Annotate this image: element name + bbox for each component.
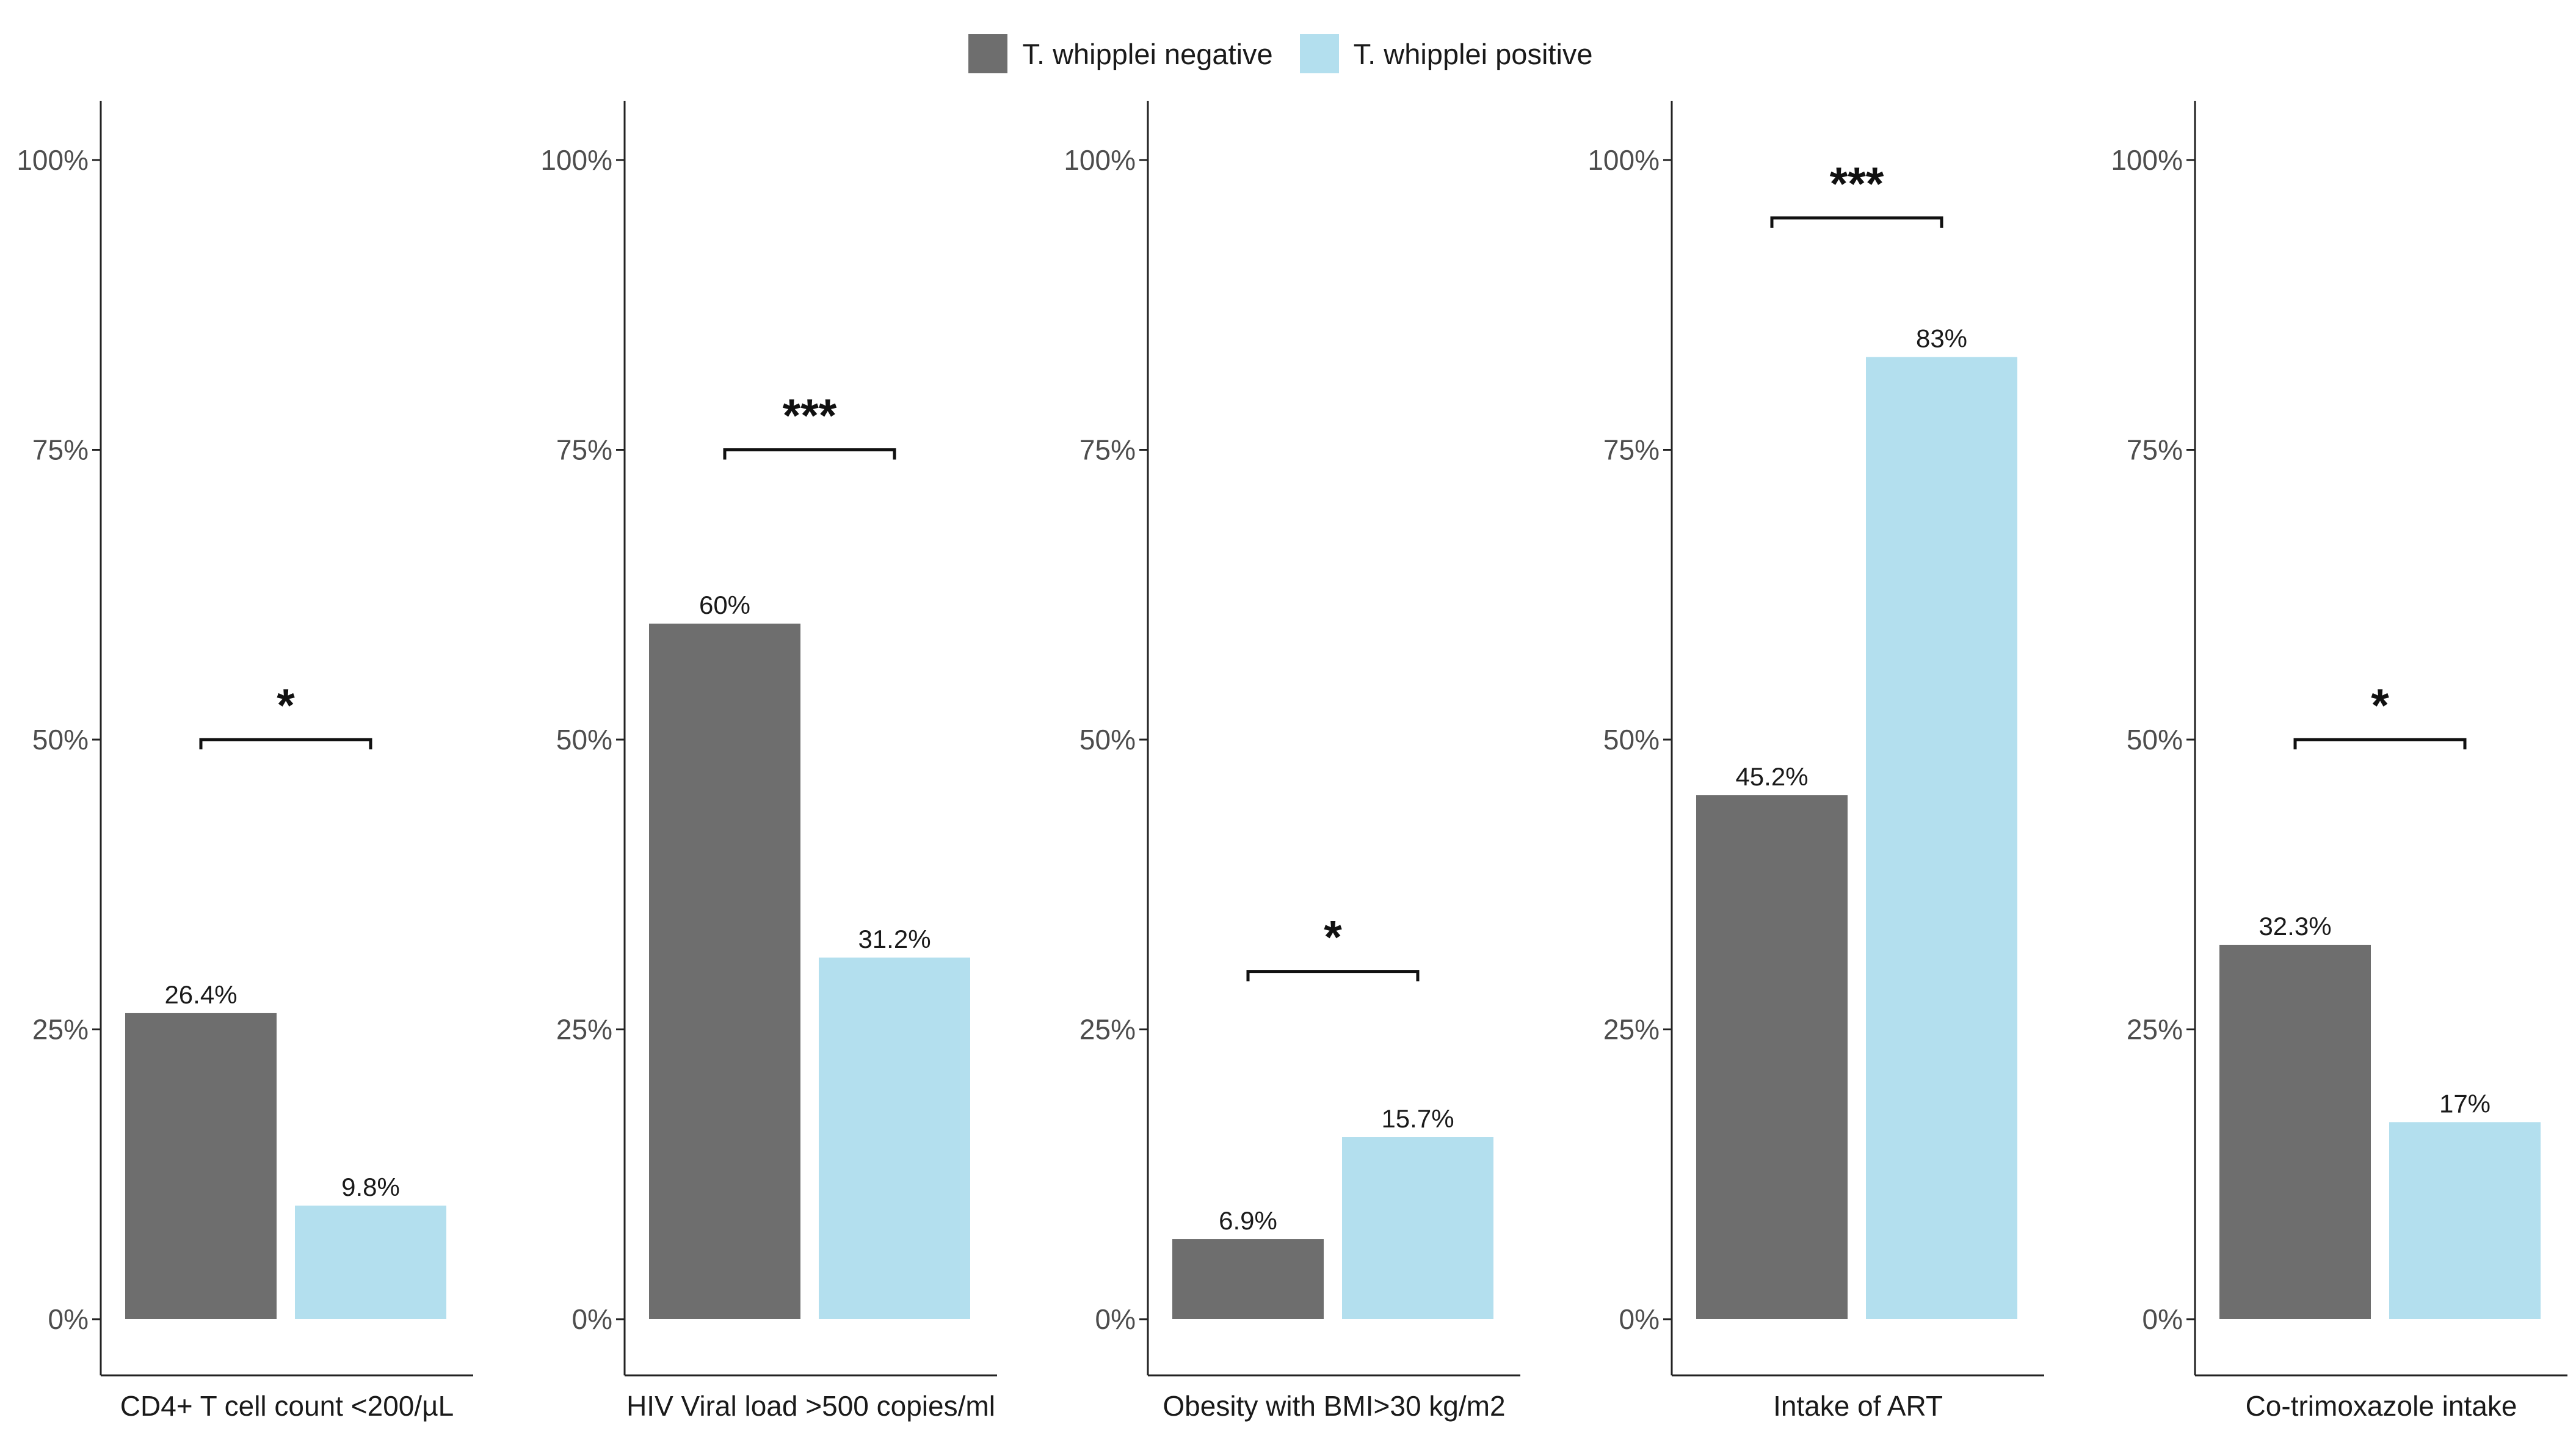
bar (1866, 357, 2017, 1320)
legend-swatch-negative (968, 34, 1008, 73)
bar-data-label: 26.4% (164, 980, 237, 1009)
y-tick-label: 25% (1603, 1014, 1660, 1046)
legend-item-negative: T. whipplei negative (968, 34, 1273, 73)
y-tick-label: 50% (32, 724, 89, 755)
bar (2219, 944, 2371, 1319)
y-tick-label: 100% (540, 144, 612, 176)
y-tick-label: 100% (16, 144, 89, 176)
bar-data-label: 17% (2439, 1089, 2491, 1118)
bar (649, 624, 800, 1320)
y-tick-label: 100% (2111, 144, 2183, 176)
y-tick-label: 0% (48, 1303, 89, 1335)
y-tick-label: 25% (2127, 1014, 2183, 1046)
bar-data-label: 45.2% (1735, 762, 1808, 791)
x-axis-label: Obesity with BMI>30 kg/m2 (1163, 1390, 1505, 1422)
bar (2389, 1122, 2541, 1319)
significance-marker: *** (783, 390, 837, 442)
bar-data-label: 31.2% (858, 925, 931, 953)
significance-marker: *** (1830, 158, 1884, 210)
y-tick-label: 0% (1095, 1303, 1136, 1335)
significance-bracket (723, 448, 896, 460)
legend-item-positive: T. whipplei positive (1299, 34, 1593, 73)
legend-label-positive: T. whipplei positive (1353, 37, 1593, 70)
y-tick-label: 75% (2127, 434, 2183, 466)
bar-data-label: 32.3% (2259, 912, 2331, 941)
significance-bracket (1770, 216, 1943, 228)
y-tick-label: 75% (1079, 434, 1136, 466)
bar-data-label: 60% (699, 591, 750, 619)
y-tick-label: 75% (1603, 434, 1660, 466)
bar (125, 1013, 277, 1319)
significance-marker: * (277, 680, 295, 732)
x-axis-label: Intake of ART (1773, 1390, 1943, 1422)
legend-label-negative: T. whipplei negative (1022, 37, 1273, 70)
y-tick-label: 50% (1079, 724, 1136, 755)
y-tick-label: 50% (1603, 724, 1660, 755)
bar-data-label: 9.8% (341, 1173, 400, 1201)
y-tick-label: 0% (1619, 1303, 1660, 1335)
bar (1696, 795, 1848, 1319)
y-tick-label: 75% (32, 434, 89, 466)
y-tick-label: 75% (556, 434, 612, 466)
y-tick-label: 25% (1079, 1014, 1136, 1046)
y-tick-label: 50% (2127, 724, 2183, 755)
y-tick-label: 0% (572, 1303, 612, 1335)
bar-data-label: 83% (1916, 324, 1967, 353)
legend-swatch-positive (1299, 34, 1339, 73)
bar (819, 957, 970, 1319)
x-axis-label: CD4+ T cell count <200/µL (120, 1390, 454, 1422)
significance-marker: * (1324, 912, 1342, 964)
significance-bracket (2293, 738, 2467, 749)
y-tick-label: 100% (1587, 144, 1660, 176)
y-tick-label: 25% (32, 1014, 89, 1046)
bar (295, 1205, 446, 1319)
bar-data-label: 6.9% (1219, 1206, 1277, 1235)
significance-bracket (1246, 970, 1420, 981)
bar (1172, 1239, 1324, 1319)
significance-marker: * (2371, 680, 2389, 732)
y-tick-label: 0% (2142, 1303, 2183, 1335)
y-tick-label: 50% (556, 724, 612, 755)
x-axis-label: HIV Viral load >500 copies/ml (626, 1390, 995, 1422)
bar (1342, 1137, 1493, 1319)
significance-bracket (199, 738, 372, 749)
legend: T. whipplei negative T. whipplei positiv… (0, 29, 2576, 78)
x-axis-label: Co-trimoxazole intake (2246, 1390, 2517, 1422)
bar-data-label: 15.7% (1381, 1104, 1454, 1133)
y-tick-label: 25% (556, 1014, 612, 1046)
y-tick-label: 100% (1064, 144, 1136, 176)
